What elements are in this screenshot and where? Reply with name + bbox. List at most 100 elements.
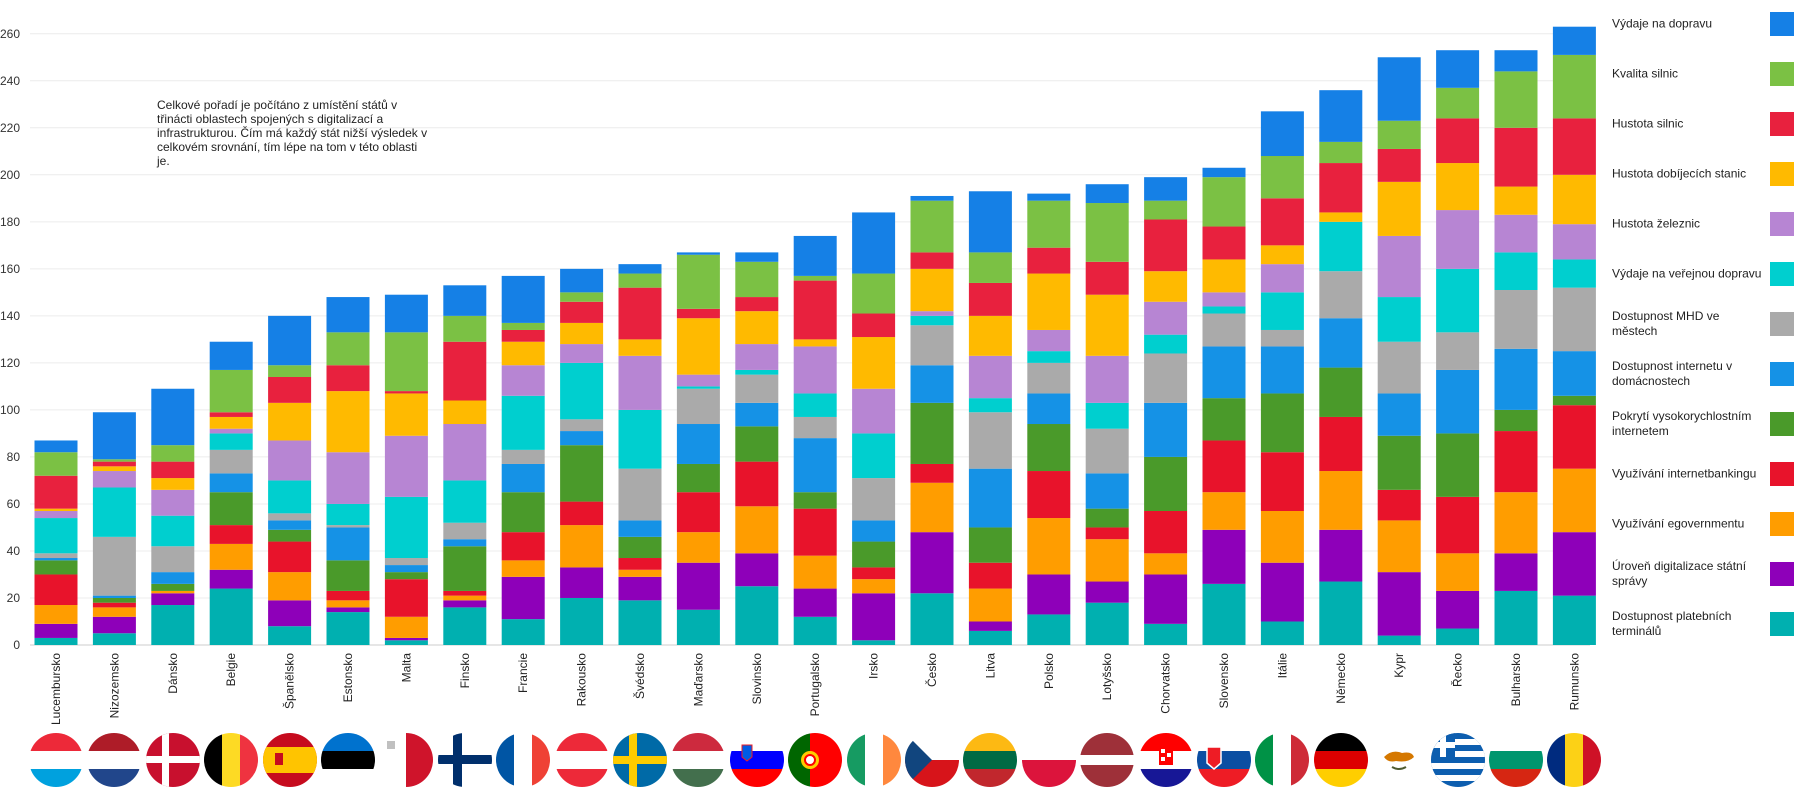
x-tick-label: Kypr bbox=[1392, 653, 1406, 678]
bar-segment bbox=[326, 560, 370, 591]
bar-segment bbox=[1260, 198, 1304, 246]
y-tick-label: 60 bbox=[7, 497, 21, 511]
flag-cyprus-icon bbox=[1372, 733, 1427, 787]
bar-segment bbox=[1319, 367, 1363, 417]
bar-segment bbox=[1494, 50, 1538, 72]
bar-segment bbox=[910, 482, 954, 533]
y-tick-label: 80 bbox=[7, 450, 21, 464]
y-tick-label: 240 bbox=[0, 74, 20, 88]
bar-segment bbox=[1027, 393, 1071, 425]
bar-segment bbox=[1494, 290, 1538, 349]
bar-segment bbox=[501, 576, 545, 620]
bar-segment bbox=[92, 471, 136, 488]
bar-segment bbox=[735, 344, 779, 370]
bar-segment bbox=[793, 508, 837, 556]
bar-segment bbox=[968, 191, 1012, 253]
bar-segment bbox=[443, 522, 487, 540]
flag-slovenia-icon bbox=[729, 733, 784, 787]
bar-segment bbox=[560, 292, 604, 302]
bar-segment bbox=[735, 461, 779, 507]
bar-segment bbox=[910, 365, 954, 403]
x-tick-label: Řecko bbox=[1450, 653, 1465, 687]
bar-segment bbox=[793, 275, 837, 281]
bar-segment bbox=[735, 586, 779, 645]
bar-segment bbox=[34, 558, 78, 561]
bar-segment bbox=[443, 590, 487, 596]
bar-segment bbox=[1027, 193, 1071, 201]
bar-segment bbox=[1202, 492, 1246, 530]
bar-segment bbox=[676, 492, 720, 533]
bar-segment bbox=[1202, 167, 1246, 178]
bar-segment bbox=[268, 600, 312, 627]
bar-segment bbox=[793, 438, 837, 493]
x-tick-label: Itálie bbox=[1275, 653, 1289, 679]
bar-segment bbox=[1144, 553, 1188, 575]
flag-denmark-icon bbox=[145, 733, 200, 787]
legend-label: Dostupnost internetu v domácnostech bbox=[1612, 359, 1733, 388]
flag-croatia-icon bbox=[1138, 733, 1193, 787]
bar-segment bbox=[151, 572, 195, 584]
x-tick-label: Slovensko bbox=[1217, 653, 1231, 709]
bar-segment bbox=[34, 623, 78, 638]
flag-czechia-icon bbox=[905, 733, 959, 787]
bar-segment bbox=[1436, 332, 1480, 370]
legend-label: Výdaje na veřejnou dopravu bbox=[1612, 266, 1762, 281]
x-tick-label: Polsko bbox=[1042, 653, 1056, 689]
bar-segment bbox=[1027, 351, 1071, 363]
bar-segment bbox=[1202, 529, 1246, 584]
bar-segment bbox=[1436, 50, 1480, 88]
x-tick-label: Malta bbox=[399, 653, 413, 683]
bar-segment bbox=[34, 553, 78, 559]
bar-segment bbox=[1202, 177, 1246, 227]
bar-segment bbox=[209, 428, 253, 434]
bar-segment bbox=[1552, 224, 1596, 260]
bar-segment bbox=[1436, 628, 1480, 645]
x-tick-label: Nizozemsko bbox=[107, 653, 121, 719]
bar-segment bbox=[209, 525, 253, 544]
bar-segment bbox=[1436, 590, 1480, 629]
bar-segment bbox=[92, 466, 136, 472]
bar-segment bbox=[852, 478, 896, 521]
bar-segment bbox=[151, 590, 195, 594]
flag-austria-icon bbox=[554, 733, 609, 787]
legend-label: Hustota silnic bbox=[1612, 116, 1684, 131]
bar-segment bbox=[1377, 341, 1421, 394]
flag-portugal-icon bbox=[788, 733, 843, 787]
bar-segment bbox=[384, 616, 428, 638]
bar-segment bbox=[384, 565, 428, 573]
bar-segment bbox=[209, 412, 253, 417]
bar-segment bbox=[501, 532, 545, 561]
bar-segment bbox=[618, 355, 662, 410]
bar-segment bbox=[735, 261, 779, 298]
y-tick-label: 120 bbox=[0, 356, 20, 370]
x-tick-label: Francie bbox=[516, 653, 530, 693]
legend-swatch bbox=[1770, 112, 1794, 136]
bar-segment bbox=[209, 369, 253, 413]
bar-segment bbox=[384, 294, 428, 333]
bar-segment bbox=[268, 402, 312, 441]
bar-segment bbox=[443, 539, 487, 547]
legend-label: Hustota dobíjecích stanic bbox=[1612, 166, 1747, 181]
bar-segment bbox=[910, 195, 954, 201]
bar-segment bbox=[1552, 595, 1596, 645]
bar-segment bbox=[968, 562, 1012, 589]
bar-segment bbox=[501, 560, 545, 577]
bar-segment bbox=[735, 402, 779, 427]
flag-spain-icon bbox=[262, 733, 317, 787]
bar-segment bbox=[268, 529, 312, 542]
bar-segment bbox=[92, 487, 136, 537]
y-tick-label: 0 bbox=[13, 638, 20, 652]
flag-malta-icon bbox=[379, 733, 434, 787]
bar-segment bbox=[676, 609, 720, 645]
bar-segment bbox=[1552, 287, 1596, 352]
bar-segment bbox=[1377, 572, 1421, 636]
bar-segment bbox=[1494, 214, 1538, 253]
y-tick-label: 180 bbox=[0, 215, 20, 229]
bar-segment bbox=[268, 440, 312, 481]
bar-segment bbox=[1085, 355, 1129, 403]
bar-segment bbox=[910, 200, 954, 253]
y-tick-label: 160 bbox=[0, 262, 20, 276]
bar-segment bbox=[1319, 271, 1363, 319]
flag-germany-icon bbox=[1313, 733, 1368, 787]
flag-belgium-icon bbox=[204, 733, 259, 787]
